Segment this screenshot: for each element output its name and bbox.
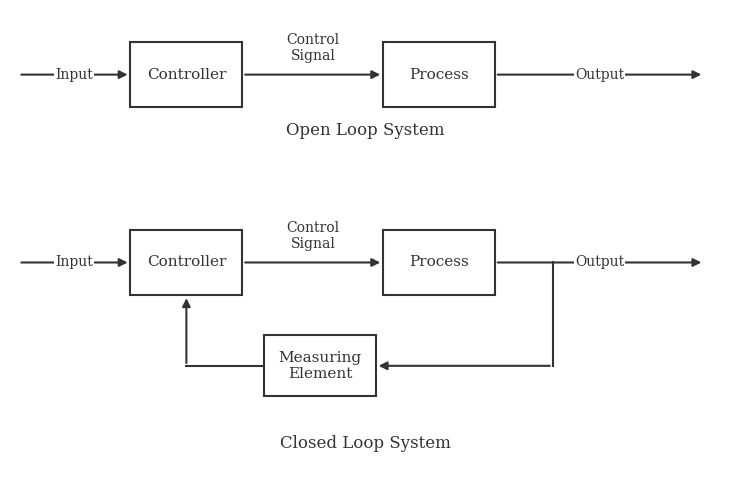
Text: Input: Input [55, 67, 93, 82]
Text: Process: Process [409, 255, 469, 270]
Bar [383, 42, 495, 108]
Bar [131, 229, 242, 295]
Bar [264, 335, 376, 396]
Bar [383, 229, 495, 295]
Text: Measuring
Element: Measuring Element [278, 351, 361, 381]
Text: Controller: Controller [147, 67, 226, 82]
Text: Control
Signal: Control Signal [286, 33, 339, 63]
Text: Control
Signal: Control Signal [286, 220, 339, 251]
Text: Output: Output [575, 255, 624, 270]
Bar [131, 42, 242, 108]
Text: Output: Output [575, 67, 624, 82]
Text: Input: Input [55, 255, 93, 270]
Text: Process: Process [409, 67, 469, 82]
Text: Controller: Controller [147, 255, 226, 270]
Text: Open Loop System: Open Loop System [285, 122, 445, 140]
Text: Closed Loop System: Closed Loop System [280, 435, 450, 452]
